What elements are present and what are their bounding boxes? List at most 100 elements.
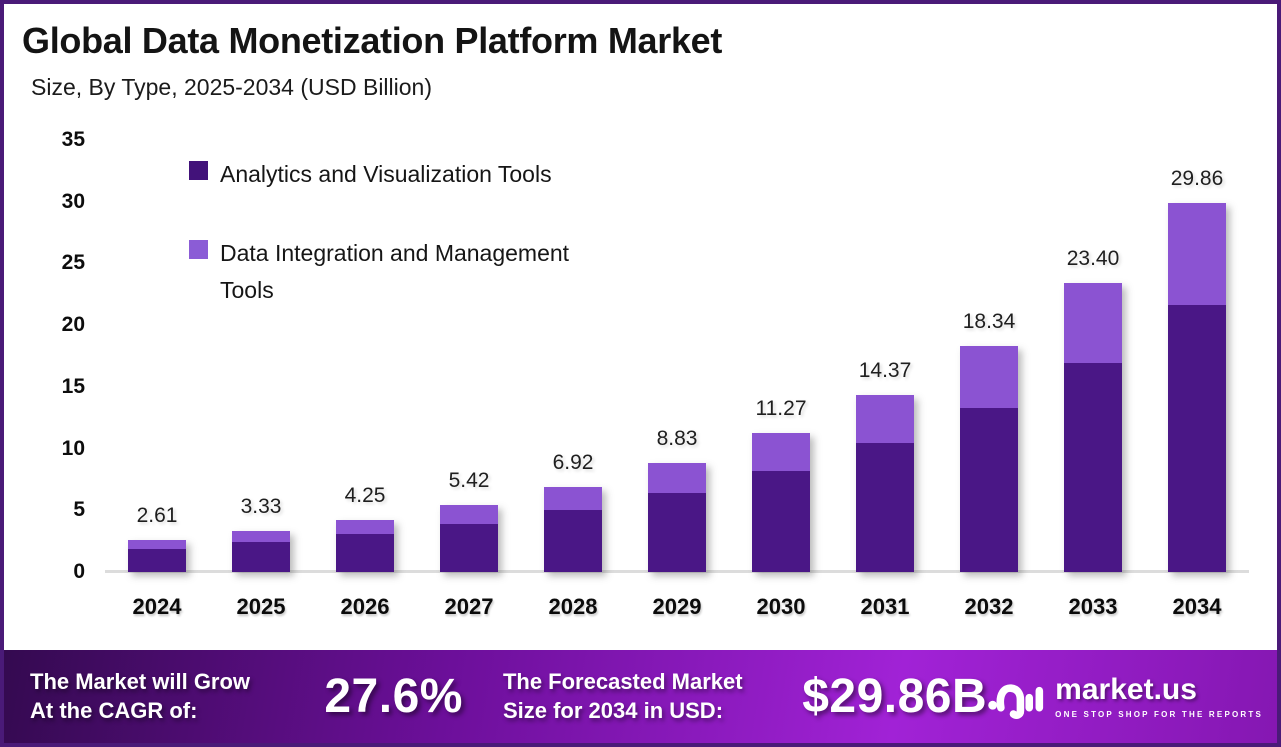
segment-data-integration bbox=[232, 530, 290, 543]
x-axis-label: 2026 bbox=[340, 594, 390, 619]
segment-data-integration bbox=[752, 432, 810, 472]
bar-column: 14.37 2031 bbox=[833, 140, 937, 619]
y-tick-label: 35 bbox=[61, 128, 85, 151]
chart-legend: Analytics and Visualization Tools Data I… bbox=[189, 156, 620, 350]
stacked-bar bbox=[752, 432, 810, 572]
brand-tagline: ONE STOP SHOP FOR THE REPORTS bbox=[1055, 709, 1263, 719]
bar-column: 23.40 2033 bbox=[1041, 140, 1145, 619]
x-axis-label: 2033 bbox=[1068, 594, 1118, 619]
stacked-bar bbox=[1168, 203, 1226, 572]
segment-data-integration bbox=[856, 394, 914, 444]
y-tick-label: 0 bbox=[73, 560, 85, 583]
segment-data-integration bbox=[1168, 203, 1226, 305]
bar-value-label: 3.33 bbox=[240, 494, 282, 518]
segment-data-integration bbox=[544, 486, 602, 511]
forecast-label: The Forecasted Market Size for 2034 in U… bbox=[503, 668, 770, 724]
legend-swatch-analytics-icon bbox=[189, 161, 208, 180]
stacked-bar bbox=[336, 519, 394, 572]
marketus-logo-icon bbox=[988, 683, 1044, 719]
stacked-bar bbox=[232, 530, 290, 572]
forecast-label-line1: The Forecasted Market bbox=[502, 669, 743, 695]
bar-column: 18.34 2032 bbox=[937, 140, 1041, 619]
y-tick-label: 5 bbox=[73, 498, 85, 522]
segment-data-integration bbox=[128, 539, 186, 549]
segment-data-integration bbox=[960, 345, 1018, 408]
y-tick-label: 10 bbox=[61, 436, 85, 460]
cagr-label-line1: The Market will Grow bbox=[30, 669, 251, 695]
brand-text: market.us ONE STOP SHOP FOR THE REPORTS bbox=[1055, 672, 1263, 719]
y-tick-label: 30 bbox=[61, 189, 85, 213]
stacked-bar bbox=[1064, 283, 1122, 572]
legend-label-analytics: Analytics and Visualization Tools bbox=[220, 161, 552, 187]
brand-name: market.us bbox=[1055, 672, 1197, 706]
segment-analytics bbox=[440, 523, 498, 572]
bar-column: 11.27 2030 bbox=[729, 140, 833, 619]
segment-analytics bbox=[128, 548, 186, 572]
bar-value-label: 2.61 bbox=[136, 503, 178, 527]
header: Global Data Monetization Platform Market… bbox=[4, 4, 1277, 140]
segment-analytics bbox=[648, 493, 706, 572]
y-tick-label: 20 bbox=[61, 313, 85, 337]
chart-subtitle: Size, By Type, 2025-2034 (USD Billion) bbox=[31, 74, 432, 101]
bar-value-label: 29.86 bbox=[1170, 167, 1224, 191]
y-tick-label: 15 bbox=[61, 374, 85, 398]
plot-area: Analytics and Visualization Tools Data I… bbox=[105, 140, 1249, 619]
stacked-bar bbox=[440, 505, 498, 572]
segment-analytics bbox=[336, 533, 394, 572]
x-axis-label: 2032 bbox=[964, 594, 1014, 619]
forecast-label-line2: Size for 2034 in USD: bbox=[502, 697, 724, 723]
segment-analytics bbox=[544, 510, 602, 572]
page-title: Global Data Monetization Platform Market bbox=[22, 20, 723, 61]
stacked-bar bbox=[544, 486, 602, 572]
bar-column: 6.92 2028 bbox=[521, 140, 625, 619]
stacked-bar bbox=[960, 345, 1018, 572]
stacked-bar bbox=[648, 463, 706, 572]
cagr-value: 27.6% bbox=[324, 670, 463, 723]
segment-analytics bbox=[856, 443, 914, 572]
cagr-label: The Market will Grow At the CAGR of: bbox=[30, 668, 284, 724]
x-axis-label: 2034 bbox=[1172, 594, 1222, 619]
segment-analytics bbox=[1168, 304, 1226, 572]
legend-label-data-integration: Data Integration and Management Tools bbox=[220, 239, 570, 303]
bar-column: 4.25 2026 bbox=[313, 140, 417, 619]
footer-banner: The Market will Grow At the CAGR of: 27.… bbox=[4, 650, 1277, 743]
segment-data-integration bbox=[336, 519, 394, 534]
bar-value-label: 5.42 bbox=[448, 469, 490, 493]
x-axis-label: 2025 bbox=[236, 594, 286, 619]
bar-column: 3.33 2025 bbox=[209, 140, 313, 619]
x-axis-label: 2028 bbox=[548, 594, 598, 619]
stacked-bar bbox=[128, 539, 186, 572]
bar-value-label: 18.34 bbox=[962, 309, 1016, 333]
stacked-bar bbox=[856, 394, 914, 572]
bar-value-label: 11.27 bbox=[755, 396, 807, 420]
marketus-brand: market.us ONE STOP SHOP FOR THE REPORTS bbox=[987, 669, 1263, 725]
x-axis-label: 2031 bbox=[860, 594, 910, 619]
segment-data-integration bbox=[440, 505, 498, 524]
bar-value-label: 4.25 bbox=[344, 483, 386, 507]
legend-item-analytics: Analytics and Visualization Tools bbox=[189, 156, 620, 193]
x-axis-label: 2027 bbox=[444, 594, 494, 619]
bar-column: 8.83 2029 bbox=[625, 140, 729, 619]
y-tick-label: 25 bbox=[61, 251, 85, 275]
bars-area: 2.61 2024 3.33 2025 4.25 2026 5.42 2027 6.92 2028… bbox=[105, 140, 1249, 619]
legend-item-data-integration: Data Integration and Management Tools bbox=[189, 235, 620, 309]
segment-analytics bbox=[752, 471, 810, 572]
y-axis: 0 5 10 15 20 25 30 35 bbox=[4, 128, 105, 583]
bar-value-label: 14.37 bbox=[858, 358, 912, 382]
legend-swatch-data-integration-icon bbox=[189, 239, 208, 259]
segment-data-integration bbox=[1064, 283, 1122, 363]
x-axis-label: 2024 bbox=[132, 594, 182, 619]
bar-value-label: 23.40 bbox=[1066, 247, 1120, 271]
bar-column: 29.86 2034 bbox=[1145, 140, 1249, 619]
x-axis-label: 2030 bbox=[756, 594, 806, 619]
segment-data-integration bbox=[648, 463, 706, 493]
bar-column: 5.42 2027 bbox=[417, 140, 521, 619]
segment-analytics bbox=[232, 542, 290, 572]
chart-area: 0 5 10 15 20 25 30 35 Analytics and Visualizati… bbox=[4, 128, 1249, 619]
segment-analytics bbox=[960, 407, 1018, 572]
bar-value-label: 8.83 bbox=[656, 427, 698, 451]
x-axis-label: 2029 bbox=[652, 594, 702, 619]
forecast-value: $29.86B bbox=[802, 670, 988, 723]
bar-value-label: 6.92 bbox=[552, 450, 594, 474]
